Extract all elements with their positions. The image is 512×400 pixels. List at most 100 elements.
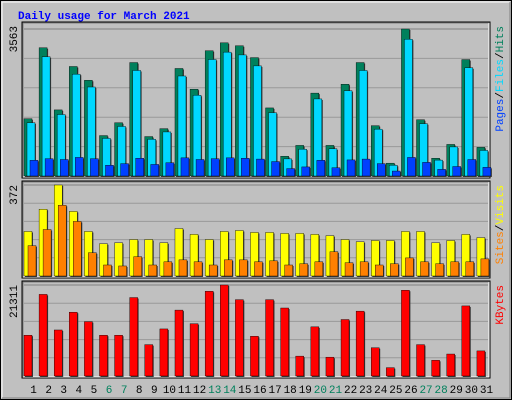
bar <box>23 335 33 377</box>
x-tick-label: 7 <box>121 385 128 397</box>
bar <box>450 261 459 277</box>
bar <box>118 265 127 277</box>
panel-shadow <box>22 22 489 177</box>
bar <box>422 162 431 177</box>
bar <box>53 329 63 377</box>
bar <box>29 160 39 177</box>
bar <box>224 259 233 277</box>
bar <box>482 167 492 177</box>
bar <box>250 336 259 377</box>
x-tick-label: 17 <box>268 385 281 397</box>
bar <box>390 263 399 277</box>
bar <box>346 159 356 177</box>
bar <box>331 167 341 177</box>
x-tick-label: 5 <box>91 385 98 397</box>
x-tick-label: 1 <box>30 385 37 397</box>
x-tick-label: 18 <box>284 385 297 397</box>
x-tick-label: 27 <box>419 385 432 397</box>
x-tick-label: 16 <box>253 385 266 397</box>
bar <box>204 291 214 377</box>
bar <box>265 299 274 377</box>
bar <box>235 299 244 377</box>
legend-entry: Sites <box>495 231 507 264</box>
bar <box>114 335 123 377</box>
x-tick-label: 28 <box>435 385 448 397</box>
x-tick-label: 12 <box>193 385 206 397</box>
y-tick-label: 3563 <box>9 26 21 52</box>
x-tick-label: 10 <box>163 385 176 397</box>
bar <box>452 166 461 177</box>
bar <box>57 205 67 277</box>
x-tick-label: 21 <box>329 385 343 397</box>
legend: Sites/Visits <box>495 185 507 264</box>
bar <box>174 309 184 377</box>
x-tick-label: 29 <box>450 385 463 397</box>
bar <box>150 164 159 177</box>
bar <box>75 157 84 177</box>
bar <box>159 328 169 377</box>
bar <box>88 252 97 277</box>
panel-shadow <box>22 281 489 377</box>
bar <box>435 263 444 277</box>
bar <box>446 353 455 377</box>
bar <box>42 229 52 277</box>
bar <box>420 261 429 277</box>
bar <box>344 262 354 277</box>
bar <box>129 297 138 377</box>
bar <box>148 264 157 277</box>
legend-entry: KBytes <box>495 285 507 325</box>
x-tick-label: 2 <box>45 385 52 397</box>
x-tick-label: 11 <box>178 385 192 397</box>
bar <box>208 264 218 277</box>
x-tick-label: 23 <box>359 385 372 397</box>
bar <box>361 158 371 177</box>
legend: Pages/Files/Hits <box>495 26 507 132</box>
x-tick-label: 26 <box>404 385 417 397</box>
bar <box>41 56 51 177</box>
bar <box>180 157 190 177</box>
bar <box>120 163 129 177</box>
legend-entry: Pages <box>495 99 507 132</box>
x-tick-label: 15 <box>238 385 251 397</box>
bar <box>340 319 350 377</box>
bar <box>38 294 48 377</box>
bar <box>165 162 175 177</box>
bar <box>386 367 395 377</box>
x-tick-label: 3 <box>60 385 67 397</box>
bar <box>467 159 477 177</box>
bar <box>73 221 82 277</box>
bar <box>295 355 304 377</box>
bar <box>189 323 199 377</box>
legend-separator: / <box>495 225 507 232</box>
bar <box>392 170 401 177</box>
bar <box>178 259 188 277</box>
x-tick-label: 20 <box>314 385 327 397</box>
bar <box>407 157 416 177</box>
bar <box>44 158 54 177</box>
bar <box>405 257 414 277</box>
bar <box>105 165 114 177</box>
x-tick-label: 9 <box>151 385 158 397</box>
bar <box>461 305 471 377</box>
bar <box>210 158 220 177</box>
bar <box>220 284 229 377</box>
bar <box>401 290 410 377</box>
x-tick-label: 8 <box>136 385 143 397</box>
bar <box>223 51 232 177</box>
bar <box>280 307 289 377</box>
bar <box>90 158 99 177</box>
legend-entry: Visits <box>495 185 507 225</box>
bar <box>286 168 295 177</box>
bar <box>284 264 293 277</box>
bar <box>195 159 205 177</box>
bar <box>256 158 265 177</box>
bar <box>437 169 446 177</box>
x-tick-label: 13 <box>208 385 221 397</box>
bar <box>377 163 386 177</box>
legend-separator: / <box>495 52 507 59</box>
x-tick-label: 25 <box>389 385 402 397</box>
y-tick-label: 372 <box>9 185 21 205</box>
bar <box>27 245 37 277</box>
